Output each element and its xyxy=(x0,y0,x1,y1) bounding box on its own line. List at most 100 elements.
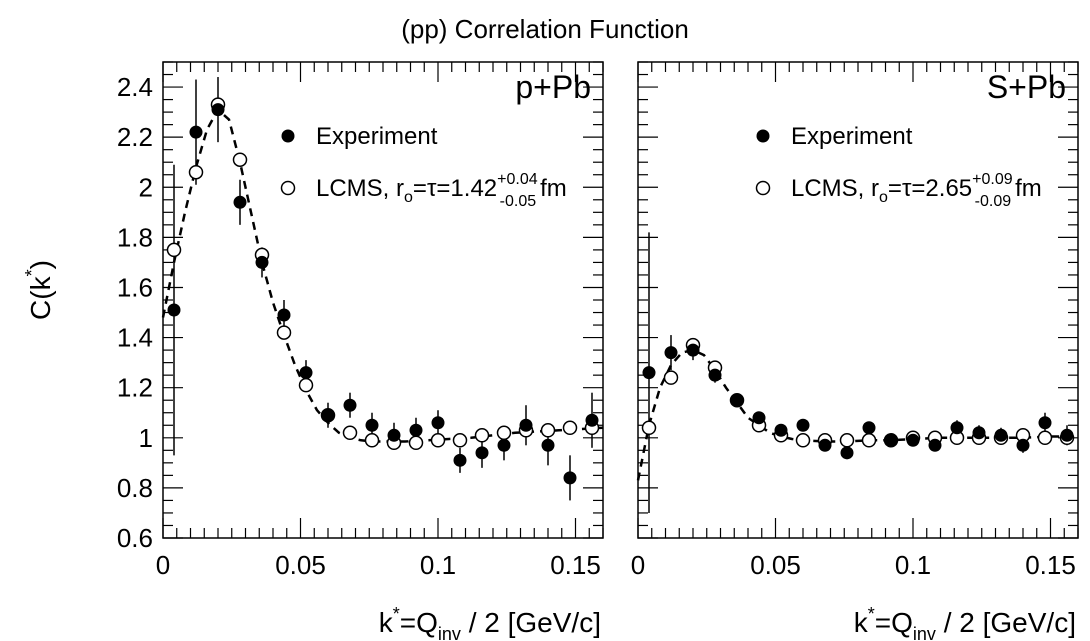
legend-lcms-sub-o: o xyxy=(879,189,888,206)
legend-lcms-sub: -0.09 xyxy=(975,193,1012,210)
x-axis-label-sup: * xyxy=(393,604,400,624)
x-axis-label-sub: inv xyxy=(438,624,461,641)
panel-label: p+Pb xyxy=(515,69,591,105)
experiment-point xyxy=(1016,438,1030,452)
experiment-point xyxy=(928,438,942,452)
y-tick-label: 2.2 xyxy=(117,122,153,152)
experiment-point xyxy=(840,446,854,460)
x-tick-label: 0.05 xyxy=(275,550,326,580)
experiment-point xyxy=(585,413,599,427)
lcms-point xyxy=(540,423,556,438)
experiment-point xyxy=(519,418,533,432)
x-tick-label: 0.1 xyxy=(895,550,931,580)
experiment-point xyxy=(686,343,700,357)
y-tick-label: 2 xyxy=(139,172,153,202)
experiment-point xyxy=(167,303,181,317)
fit-curve-dashed xyxy=(636,348,1078,481)
legend-lcms-marker xyxy=(280,180,296,196)
y-axis-label-main: C(k xyxy=(25,275,56,320)
experiment-point xyxy=(1038,416,1052,430)
fit-curve-dashed xyxy=(161,107,604,443)
lcms-point xyxy=(166,242,182,258)
y-tick-label: 1.8 xyxy=(117,222,153,252)
x-axis-label-eq: =Q xyxy=(400,607,438,638)
lcms-point xyxy=(663,370,679,385)
experiment-point xyxy=(321,408,335,422)
experiment-point xyxy=(255,255,269,269)
experiment-point xyxy=(299,366,313,380)
experiment-point xyxy=(453,453,467,467)
experiment-point xyxy=(796,418,810,432)
x-tick-label: 0.1 xyxy=(420,550,456,580)
lcms-point xyxy=(298,377,314,393)
x-axis-label-sup: * xyxy=(868,604,875,624)
x-axis-label: k*=Qinv / 2 [GeV/c] xyxy=(854,604,1076,641)
legend-experiment-label: Experiment xyxy=(791,123,913,150)
lcms-point xyxy=(474,428,490,443)
x-tick-label: 0 xyxy=(156,550,170,580)
legend-lcms-main: LCMS, r xyxy=(316,175,404,202)
experiment-point xyxy=(752,411,766,425)
x-axis-label-k: k xyxy=(854,607,869,638)
legend-experiment-marker xyxy=(281,129,295,143)
legend-lcms-sup: +0.04 xyxy=(497,171,538,188)
y-tick-label: 1.6 xyxy=(117,272,153,302)
experiment-point xyxy=(541,438,555,452)
experiment-point xyxy=(906,433,920,447)
experiment-point xyxy=(409,423,423,437)
experiment-point xyxy=(774,423,788,437)
experiment-point xyxy=(431,416,445,430)
experiment-point xyxy=(730,393,744,407)
lcms-point xyxy=(562,420,578,436)
lcms-point xyxy=(276,325,292,340)
legend-lcms-sub: -0.05 xyxy=(500,193,537,210)
x-tick-label: 0.15 xyxy=(1025,550,1076,580)
panel-s-pb: 0 0.05 0.1 0.15 S+Pb Experiment LCMS, ro=τ=2.6… xyxy=(631,61,1079,641)
legend-lcms-value: =τ=2.65 xyxy=(888,175,972,202)
legend-lcms-sub-o: o xyxy=(404,189,413,206)
legend-lcms-unit: fm xyxy=(540,175,567,202)
lcms-point xyxy=(430,433,446,448)
y-axis-label: C(k*) xyxy=(22,260,56,320)
experiment-point xyxy=(497,438,511,452)
x-axis-label-k: k xyxy=(379,607,394,638)
experiment-point xyxy=(708,368,722,382)
x-axis-label-eq: =Q xyxy=(875,607,913,638)
lcms-point xyxy=(342,425,358,441)
legend-lcms-unit: fm xyxy=(1015,175,1042,202)
lcms-point xyxy=(232,152,248,167)
y-tick-label: 0.8 xyxy=(117,473,153,503)
experiment-point xyxy=(862,421,876,435)
lcms-point xyxy=(641,420,657,436)
legend-experiment-marker xyxy=(756,129,770,143)
experiment-point xyxy=(277,308,291,322)
x-axis-label-rest: / 2 [GeV/c] xyxy=(461,607,601,638)
experiment-point xyxy=(994,428,1008,442)
lcms-point xyxy=(496,425,512,441)
panel-label: S+Pb xyxy=(987,69,1066,105)
experiment-point xyxy=(950,421,964,435)
legend-lcms-label: LCMS, ro=τ=2.65+0.09 -0.09 fm xyxy=(791,171,1042,210)
experiment-point xyxy=(387,428,401,442)
legend-lcms-main: LCMS, r xyxy=(791,175,879,202)
experiment-point xyxy=(818,438,832,452)
lcms-point xyxy=(364,433,380,448)
lcms-point xyxy=(861,433,877,448)
x-tick-label: 0.15 xyxy=(550,550,601,580)
legend-lcms-label: LCMS, ro=τ=1.42+0.04 -0.05 fm xyxy=(316,171,567,210)
experiment-point xyxy=(233,195,247,209)
y-tick-label: 0.6 xyxy=(117,523,153,553)
legend-lcms-sup: +0.09 xyxy=(972,171,1013,188)
panel-p-pb: 0 0.05 0.1 0.15 0.6 0.8 1 1.2 1.4 1.6 1.8 2 2.2 2.4 p+… xyxy=(117,61,604,641)
y-tick-label: 1.2 xyxy=(117,373,153,403)
experiment-point xyxy=(884,433,898,447)
lcms-point xyxy=(408,435,424,451)
x-axis-label: k*=Qinv / 2 [GeV/c] xyxy=(379,604,601,641)
lcms-point xyxy=(1037,430,1053,446)
legend-experiment-label: Experiment xyxy=(316,123,438,150)
y-tick-label: 2.4 xyxy=(117,72,153,102)
legend-lcms-marker xyxy=(755,180,771,196)
experiment-point xyxy=(664,346,678,360)
x-tick-label: 0 xyxy=(631,550,645,580)
